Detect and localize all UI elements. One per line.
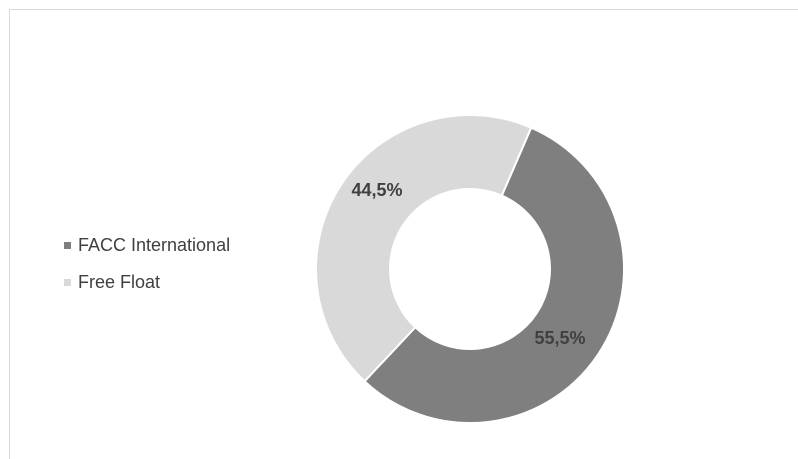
- donut-slices: [315, 114, 625, 424]
- legend-swatch-facc-international: [64, 242, 71, 249]
- legend-item-free-float: Free Float: [64, 271, 230, 294]
- legend-label-facc-international: FACC International: [78, 235, 231, 255]
- donut-slice-free-float: [315, 114, 533, 383]
- slice-label-free-float: 44,5%: [351, 180, 402, 200]
- donut-slice-facc-international: [363, 126, 625, 424]
- legend-item-facc-international: FACC International: [64, 234, 230, 257]
- legend-label-free-float: Free Float: [78, 272, 161, 292]
- legend-swatch-free-float: [64, 279, 71, 286]
- slice-label-facc-international: 55,5%: [534, 328, 585, 348]
- legend: FACC International Free Float: [64, 234, 230, 308]
- chart-frame: [9, 9, 798, 459]
